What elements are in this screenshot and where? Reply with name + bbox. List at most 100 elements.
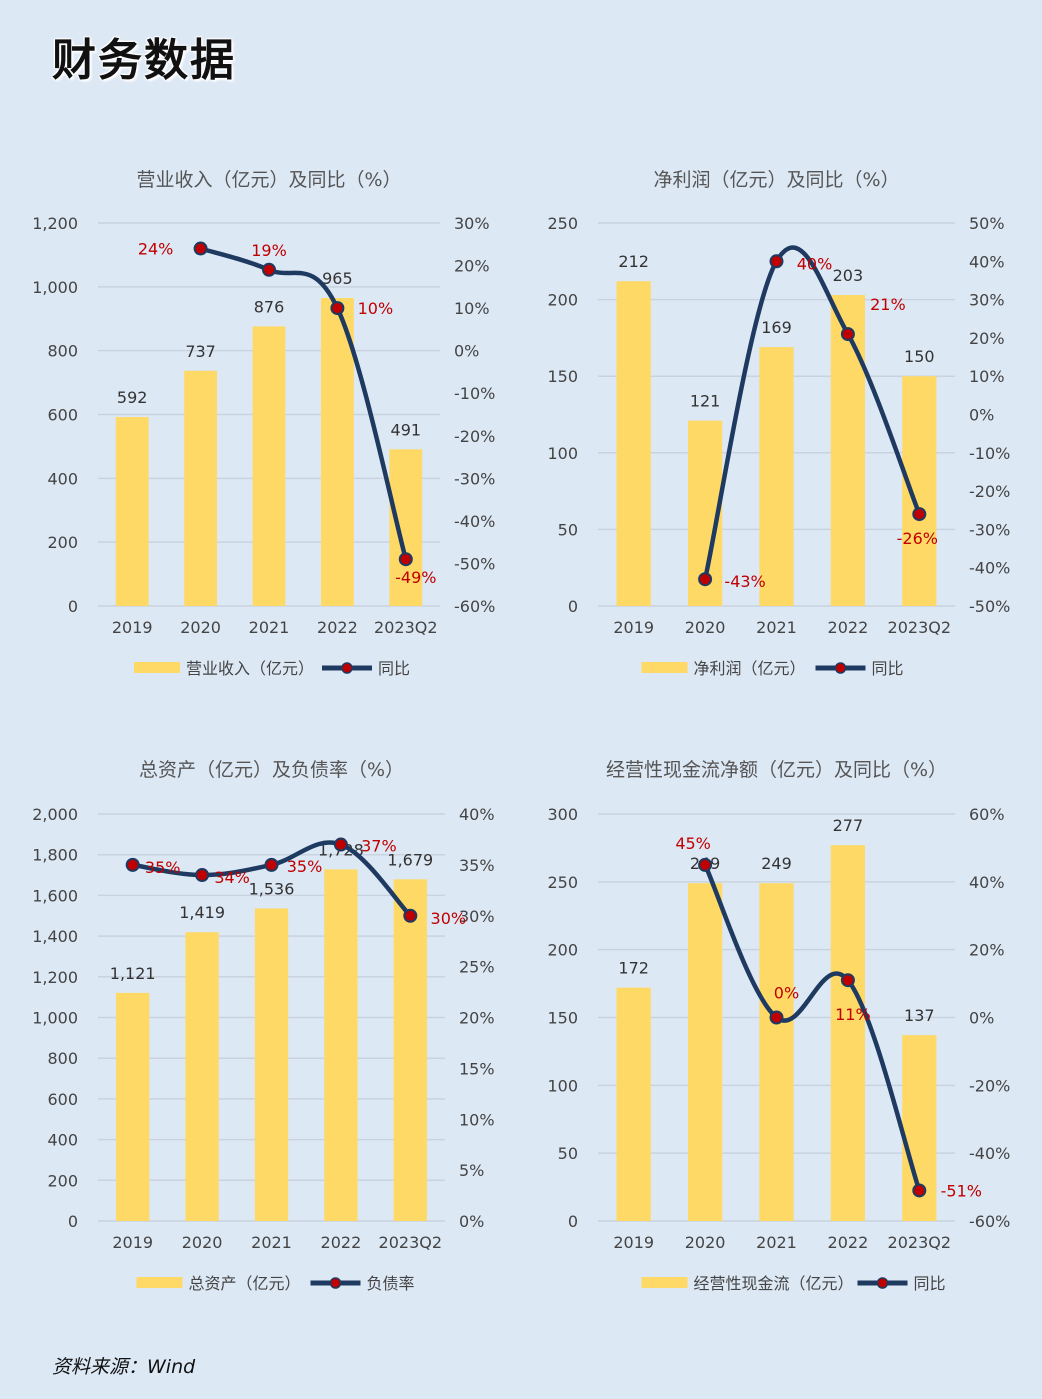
legend-line-marker bbox=[341, 662, 353, 674]
bar bbox=[616, 281, 651, 606]
y-right-tick-label: 15% bbox=[459, 1059, 495, 1078]
bar-value-label: 1,121 bbox=[110, 964, 156, 983]
line-marker bbox=[912, 507, 927, 522]
bar-value-label: 249 bbox=[761, 854, 792, 873]
y-right-tick-label: -20% bbox=[969, 482, 1010, 501]
line-value-label: 30% bbox=[431, 909, 467, 928]
y-right-tick-label: 10% bbox=[969, 367, 1005, 386]
bar bbox=[115, 417, 149, 606]
y-left-tick-label: 400 bbox=[47, 1131, 78, 1150]
y-right-tick-label: -60% bbox=[969, 1212, 1010, 1231]
page-title: 财务数据 bbox=[52, 35, 236, 86]
line-marker bbox=[769, 1010, 784, 1025]
y-left-tick-label: 1,200 bbox=[32, 968, 78, 987]
x-tick-label: 2020 bbox=[685, 618, 726, 637]
y-left-tick-label: 150 bbox=[547, 367, 578, 386]
y-right-tick-label: -40% bbox=[454, 512, 495, 531]
line-marker bbox=[330, 301, 345, 316]
x-tick-label: 2023Q2 bbox=[888, 1233, 952, 1252]
line-value-label: -26% bbox=[897, 529, 938, 548]
bar-value-label: 150 bbox=[904, 347, 935, 366]
y-right-tick-label: 30% bbox=[969, 291, 1005, 310]
y-left-tick-label: 1,200 bbox=[32, 214, 78, 233]
legend-line-marker bbox=[329, 1277, 342, 1289]
bar bbox=[616, 987, 651, 1221]
legend-bar-swatch bbox=[136, 1277, 183, 1288]
legend-line-label: 同比 bbox=[914, 1274, 946, 1293]
x-tick-label: 2022 bbox=[321, 1233, 362, 1252]
y-right-tick-label: 20% bbox=[459, 1009, 495, 1028]
revenue-chart-svg: 营业收入（亿元）及同比（%） 0 200 400 600 800 1,000 1,200 -60… bbox=[32, 169, 495, 678]
line-value-label: 21% bbox=[870, 295, 906, 314]
line-marker bbox=[769, 254, 784, 269]
x-tick-label: 2021 bbox=[756, 1233, 797, 1252]
line-value-label: 19% bbox=[251, 241, 287, 260]
legend-bar-label: 经营性现金流（亿元） bbox=[694, 1274, 854, 1293]
y-left-tick-label: 600 bbox=[47, 406, 78, 425]
x-tick-label: 2020 bbox=[685, 1233, 726, 1252]
line-value-label: -51% bbox=[941, 1181, 982, 1200]
y-left-tick-label: 1,400 bbox=[32, 927, 78, 946]
y-left-tick-label: 600 bbox=[47, 1090, 78, 1109]
y-left-tick-label: 250 bbox=[547, 214, 578, 233]
line-marker bbox=[840, 327, 855, 342]
y-left-tick-label: 200 bbox=[547, 941, 578, 960]
y-right-tick-label: 35% bbox=[459, 856, 495, 875]
y-right-tick-label: 10% bbox=[459, 1110, 495, 1129]
bar bbox=[320, 298, 354, 606]
x-tick-label: 2022 bbox=[828, 618, 869, 637]
y-left-tick-label: 0 bbox=[68, 1212, 78, 1231]
line-value-label: -49% bbox=[395, 568, 436, 587]
line-marker bbox=[403, 908, 418, 923]
y-left-tick-label: 1,000 bbox=[32, 278, 78, 297]
y-right-tick-label: -30% bbox=[454, 469, 495, 488]
y-right-tick-label: 0% bbox=[969, 1009, 994, 1028]
x-tick-label: 2020 bbox=[182, 1233, 223, 1252]
bar bbox=[116, 992, 150, 1221]
line-series bbox=[702, 862, 922, 1193]
bar-value-label: 737 bbox=[185, 342, 216, 361]
bar-value-label: 965 bbox=[322, 269, 353, 288]
bar-value-label: 121 bbox=[690, 392, 721, 411]
line-value-label: 34% bbox=[214, 868, 250, 887]
line-marker bbox=[264, 857, 279, 872]
x-tick-label: 2023Q2 bbox=[888, 618, 952, 637]
y-right-tick-label: 40% bbox=[969, 252, 1005, 271]
y-right-tick-label: 0% bbox=[459, 1212, 484, 1231]
y-left-tick-label: 150 bbox=[547, 1009, 578, 1028]
bar bbox=[389, 449, 423, 606]
line-value-label: 37% bbox=[361, 837, 397, 856]
line-value-label: 35% bbox=[287, 857, 323, 876]
chart-title: 营业收入（亿元）及同比（%） bbox=[136, 169, 401, 191]
y-left-tick-label: 100 bbox=[547, 1076, 578, 1095]
bar-value-label: 203 bbox=[833, 266, 864, 285]
y-left-tick-label: 400 bbox=[47, 469, 78, 488]
bar bbox=[184, 370, 218, 606]
y-left-tick-label: 1,800 bbox=[32, 846, 78, 865]
x-tick-label: 2019 bbox=[112, 618, 153, 637]
y-left-tick-label: 250 bbox=[547, 873, 578, 892]
x-tick-label: 2023Q2 bbox=[374, 618, 438, 637]
y-right-tick-label: -10% bbox=[969, 444, 1010, 463]
line-series bbox=[702, 245, 922, 582]
line-marker bbox=[262, 262, 276, 277]
y-left-tick-label: 0 bbox=[568, 597, 578, 616]
bar-value-label: 169 bbox=[761, 318, 792, 337]
y-right-tick-label: 50% bbox=[969, 214, 1005, 233]
bar-value-label: 491 bbox=[391, 420, 422, 439]
line-marker bbox=[193, 241, 208, 256]
y-left-tick-label: 200 bbox=[547, 291, 578, 310]
bar-value-label: 1,419 bbox=[179, 903, 225, 922]
bar bbox=[830, 845, 866, 1221]
operating-cashflow-chart-svg: 经营性现金流净额（亿元）及同比（%） 0 50 100 150 200 250 300 -60%… bbox=[547, 759, 1010, 1293]
y-left-tick-label: 1,600 bbox=[32, 886, 78, 905]
y-left-tick-label: 50 bbox=[558, 520, 578, 539]
bar bbox=[687, 883, 723, 1221]
x-tick-label: 2022 bbox=[317, 618, 358, 637]
bar bbox=[185, 932, 219, 1221]
y-right-tick-label: 30% bbox=[454, 214, 490, 233]
line-marker bbox=[840, 973, 855, 988]
y-right-tick-label: -40% bbox=[969, 559, 1010, 578]
line-value-label: 11% bbox=[835, 1005, 871, 1024]
bar bbox=[254, 908, 289, 1221]
